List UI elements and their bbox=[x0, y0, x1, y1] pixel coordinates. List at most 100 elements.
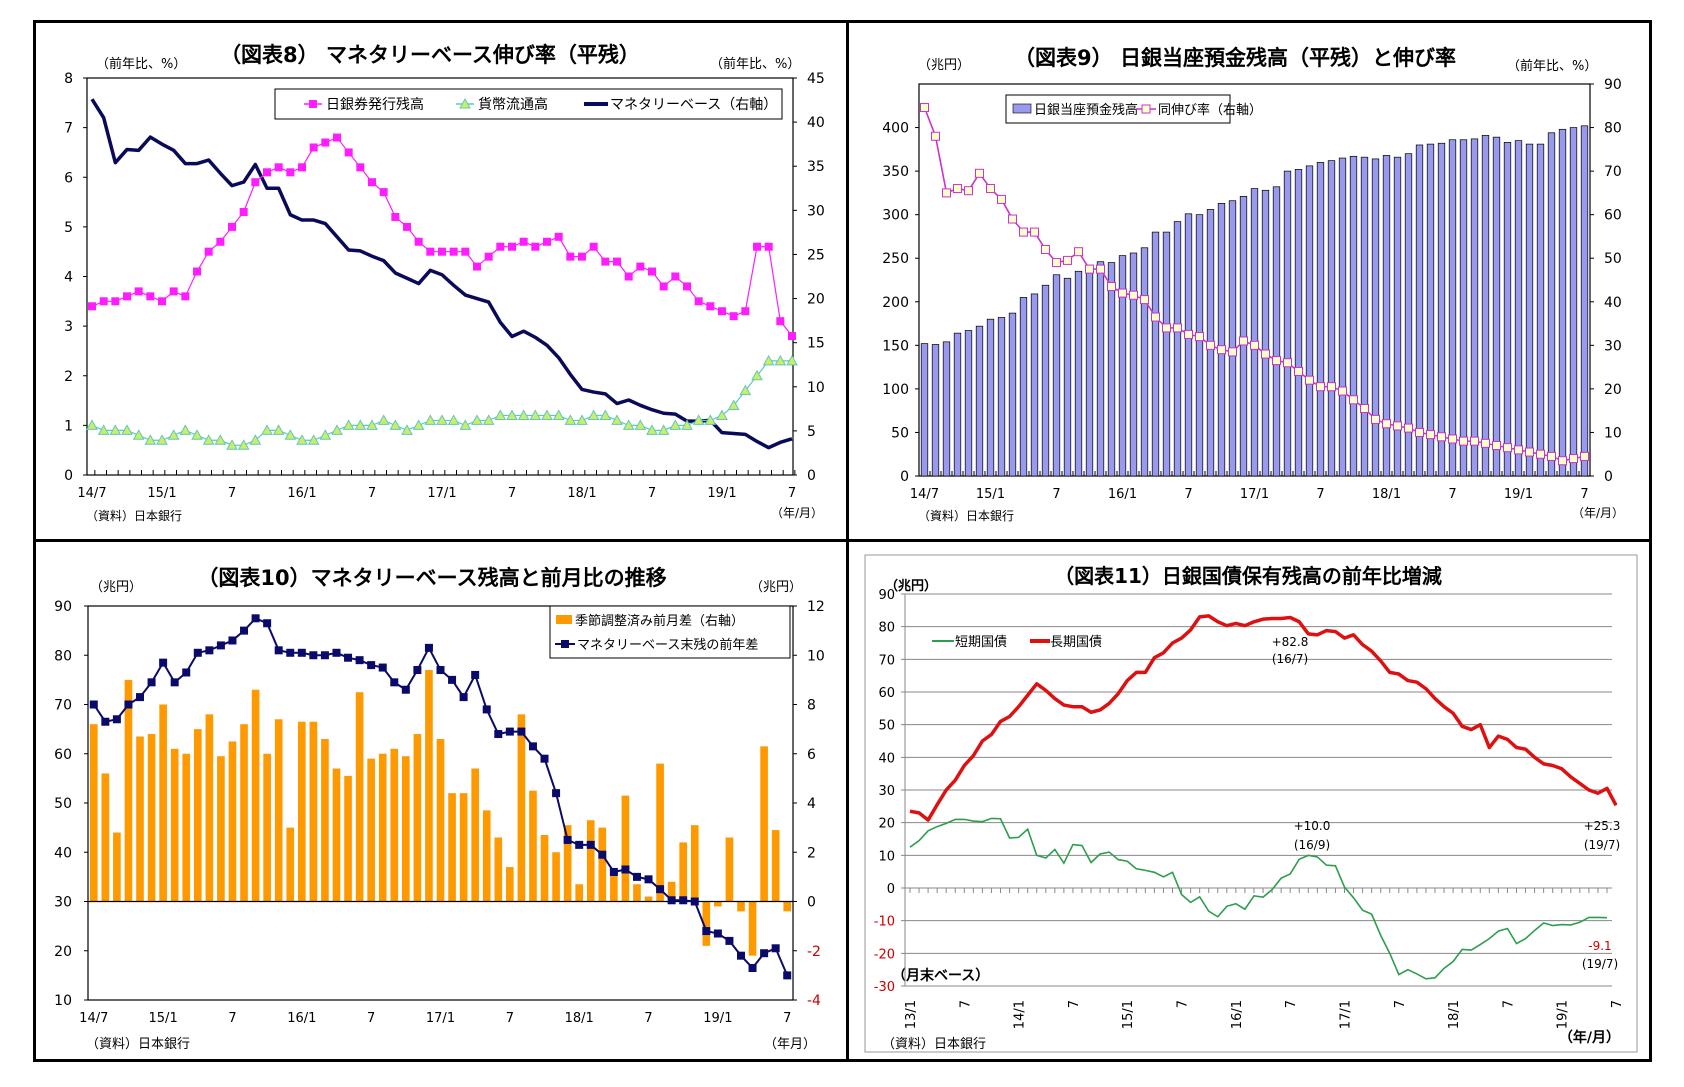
growth-point bbox=[1492, 441, 1501, 451]
y-tick-label-right: 40 bbox=[807, 115, 825, 131]
x-tick-label: 16/1 bbox=[1230, 1000, 1245, 1029]
deposit-bar bbox=[1228, 200, 1237, 477]
chart8-source: （資料）日本銀行 bbox=[86, 509, 182, 523]
y-tick-label-left: 1 bbox=[64, 418, 73, 434]
growth-point bbox=[1217, 345, 1226, 355]
x-tick-label: 7 bbox=[648, 486, 656, 501]
y-tick-label-right: 2 bbox=[807, 845, 816, 861]
deposit-bar bbox=[1129, 252, 1138, 477]
coins-point bbox=[156, 434, 168, 445]
yoy-point bbox=[355, 656, 364, 665]
legend-banknotes-marker bbox=[309, 100, 317, 108]
growth-point bbox=[1041, 245, 1050, 255]
banknotes-point bbox=[403, 222, 411, 231]
monthly-diff-bar bbox=[610, 871, 618, 902]
chart8-legend: 日銀券発行残高 貨幣流通高 マネタリーベース（右軸） bbox=[274, 88, 783, 120]
x-tick-label: 17/1 bbox=[1240, 487, 1269, 502]
growth-point bbox=[1195, 332, 1204, 342]
monthly-diff-bar bbox=[344, 775, 352, 902]
yoy-point bbox=[621, 865, 630, 874]
coins-point bbox=[657, 424, 670, 435]
coins-point bbox=[506, 409, 518, 420]
deposit-bar bbox=[1096, 261, 1105, 477]
yoy-point bbox=[390, 678, 399, 687]
y-tick-label: 20 bbox=[878, 817, 895, 832]
chart11-inner-frame bbox=[864, 554, 1638, 1053]
growth-point bbox=[1228, 347, 1237, 357]
coins-point bbox=[751, 369, 763, 381]
yoy-point bbox=[112, 715, 121, 724]
x-tick-label: 19/1 bbox=[1504, 487, 1533, 502]
y-tick-label-right: 4 bbox=[807, 796, 816, 812]
monthly-diff-bar bbox=[390, 748, 399, 902]
x-tick-label: 14/7 bbox=[79, 1011, 108, 1026]
yoy-point bbox=[228, 636, 237, 645]
growth-point bbox=[1250, 340, 1259, 350]
yoy-point bbox=[667, 896, 676, 905]
x-tick-label: 15/1 bbox=[149, 1011, 178, 1026]
y-tick-label-left: 3 bbox=[64, 319, 73, 335]
deposit-bar bbox=[1382, 155, 1391, 477]
yoy-point bbox=[320, 651, 329, 660]
x-tick-label: 7 bbox=[1067, 1000, 1082, 1008]
y-tick-label-right: 15 bbox=[807, 336, 825, 352]
deposit-bar bbox=[1085, 264, 1094, 477]
yoy-point bbox=[101, 717, 110, 726]
y-tick-label-right: 50 bbox=[1604, 251, 1622, 267]
growth-point bbox=[1580, 451, 1589, 461]
coins-point bbox=[272, 424, 285, 435]
monthly-diff-bar bbox=[378, 753, 387, 902]
deposit-bar bbox=[1415, 144, 1424, 477]
monthly-diff-bar bbox=[425, 670, 433, 902]
coins-point bbox=[447, 414, 460, 425]
yoy-point bbox=[159, 658, 168, 667]
x-tick-label: 14/7 bbox=[77, 486, 106, 501]
yoy-point bbox=[332, 648, 341, 657]
coins-point bbox=[646, 424, 658, 435]
x-tick-label: 7 bbox=[1393, 1000, 1408, 1008]
chart8-xlabel: （年/月） bbox=[771, 506, 823, 520]
banknotes-point bbox=[344, 148, 353, 157]
yoy-point bbox=[517, 727, 526, 736]
monthly-diff-bar bbox=[737, 901, 745, 912]
banknotes-point bbox=[624, 272, 633, 281]
monthly-diff-bar bbox=[760, 746, 768, 902]
chart9-legend-box bbox=[1005, 94, 1231, 124]
coins-point bbox=[366, 419, 378, 430]
coins-point bbox=[86, 419, 98, 430]
legend-coins-label: 貨幣流通高 bbox=[478, 96, 548, 113]
annotation-long-peak: +82.8 bbox=[1272, 635, 1309, 649]
y-tick-label: 30 bbox=[878, 784, 895, 799]
y-tick-label-left: 150 bbox=[882, 338, 909, 354]
banknotes-point bbox=[601, 257, 610, 266]
chart10-title: （図表10）マネタリーベース残高と前月比の推移 bbox=[197, 566, 666, 590]
growth-point bbox=[1338, 386, 1347, 396]
yoy-point bbox=[367, 661, 376, 670]
coins-point bbox=[762, 354, 775, 366]
banknotes-point bbox=[589, 242, 598, 251]
y-tick-label-right: 10 bbox=[807, 380, 825, 396]
deposit-bar bbox=[1140, 247, 1149, 477]
yoy-point bbox=[552, 789, 561, 798]
growth-point bbox=[997, 194, 1006, 204]
chart9-xlabel: （年/月） bbox=[1572, 506, 1624, 520]
yoy-point bbox=[147, 678, 156, 687]
y-tick-label: -30 bbox=[874, 980, 895, 995]
y-tick-label-right: 0 bbox=[1604, 469, 1613, 485]
x-tick-label: 7 bbox=[1284, 1000, 1299, 1008]
yoy-point bbox=[413, 666, 422, 675]
monthly-diff-bar bbox=[228, 741, 237, 902]
x-tick-label: 19/1 bbox=[707, 486, 736, 501]
banknotes-point bbox=[741, 307, 750, 316]
coins-point bbox=[786, 354, 798, 366]
x-tick-label: 18/1 bbox=[565, 1011, 594, 1026]
deposit-bar bbox=[1514, 140, 1523, 477]
chart10-ylabel-left: （兆円） bbox=[90, 580, 142, 595]
chart11-title: （図表11）日銀国債保有残高の前年比増減 bbox=[1054, 564, 1442, 588]
yoy-point bbox=[136, 693, 145, 702]
deposit-bar bbox=[1019, 297, 1028, 477]
growth-point bbox=[1107, 282, 1116, 292]
monthly-diff-bar bbox=[702, 901, 711, 946]
coins-point bbox=[436, 414, 448, 425]
